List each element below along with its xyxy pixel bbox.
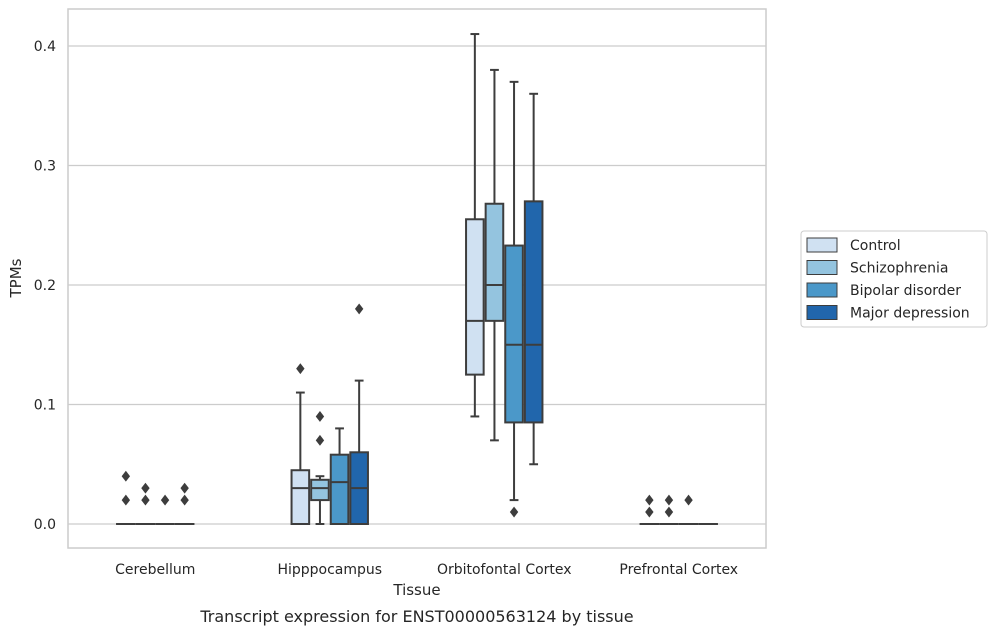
y-tick-labels: 0.0 0.1 0.2 0.3 0.4: [34, 39, 56, 533]
legend-swatch: [806, 237, 838, 253]
box-control: [290, 363, 311, 526]
y-tick-label: 0.3: [34, 159, 56, 175]
outlier-point: [141, 494, 150, 506]
legend-label: Major depression: [850, 306, 970, 322]
outlier-point: [645, 506, 654, 518]
box-body: [329, 453, 350, 525]
outlier-point: [141, 482, 150, 494]
box-schizophrenia: [659, 494, 679, 525]
outlier-point: [121, 470, 131, 482]
y-tick-label: 0.0: [34, 517, 56, 533]
box-control: [465, 33, 485, 418]
outlier-point: [315, 434, 325, 446]
box-schizophrenia: [135, 482, 156, 525]
legend-label: Bipolar disorder: [850, 283, 961, 299]
boxes: [116, 33, 718, 526]
y-tick-label: 0.2: [34, 278, 56, 294]
x-axis-label: Tissue: [392, 581, 440, 599]
box-major-depression: [174, 482, 195, 525]
box-major-depression: [523, 92, 544, 466]
outlier-point: [509, 506, 519, 518]
outlier-point: [180, 482, 189, 494]
x-tick-label: Hipppocampus: [277, 562, 382, 578]
outlier-point: [121, 494, 131, 506]
x-tick-label: Orbitofontal Cortex: [437, 562, 572, 578]
outlier-point: [645, 494, 654, 506]
box-body: [310, 478, 330, 502]
x-tick-label: Prefrontal Cortex: [619, 562, 738, 578]
legend-frame: [800, 230, 988, 328]
outlier-point: [296, 363, 305, 375]
box-body: [504, 244, 524, 424]
legend-swatch: [806, 305, 838, 320]
y-axis-label: TPMs: [7, 258, 25, 298]
y-tick-label: 0.1: [34, 398, 56, 414]
plot-frame: [67, 8, 767, 549]
box-bipolar-disorder: [504, 80, 524, 518]
box-bipolar-disorder: [155, 494, 175, 525]
x-tick-label: Cerebellum: [115, 562, 195, 578]
legend: Control Schizophrenia Bipolar disorder Majo…: [800, 230, 988, 328]
legend-swatch: [806, 282, 838, 298]
y-tick-label: 0.4: [34, 39, 56, 55]
box-bipolar-disorder: [329, 427, 350, 525]
x-tick-labels: Cerebellum Hipppocampus Orbitofontal Corte…: [115, 562, 738, 578]
box-control: [639, 494, 660, 525]
box-schizophrenia: [484, 68, 505, 442]
outlier-point: [664, 506, 674, 518]
box-body: [290, 469, 311, 526]
outlier-point: [180, 494, 189, 506]
outlier-point: [315, 410, 325, 422]
legend-label: Schizophrenia: [850, 261, 948, 277]
box-body: [465, 218, 485, 376]
outlier-point: [354, 303, 364, 315]
box-major-depression: [349, 303, 369, 525]
outlier-point: [664, 494, 674, 506]
box-control: [116, 470, 136, 525]
legend-label: Control: [850, 238, 901, 254]
outlier-point: [684, 494, 693, 506]
legend-swatch: [806, 260, 838, 275]
grid-lines: [68, 45, 766, 525]
box-body: [523, 200, 544, 424]
outlier-point: [160, 494, 170, 506]
chart-caption: Transcript expression for ENST0000056312…: [199, 607, 633, 626]
box-schizophrenia: [310, 410, 330, 525]
legend-items: Control Schizophrenia Bipolar disorder Majo…: [806, 237, 970, 322]
box-bipolar-disorder: [678, 494, 699, 525]
box-body: [484, 202, 505, 322]
